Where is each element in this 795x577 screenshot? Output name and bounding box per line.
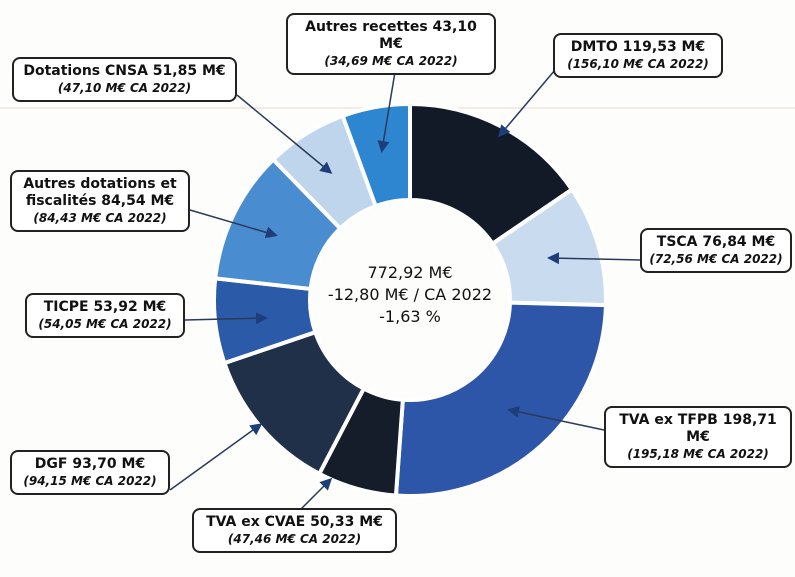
slice [393,300,608,498]
value-label: 50,33 M€ [310,514,383,530]
connectors [169,69,641,511]
slice [408,101,575,247]
label-box: Dotations CNSA 51,85 M€ (47,10 M€ CA 2022… [12,57,237,102]
prior-label: (195,18 M€ CA 2022) [627,447,769,461]
center-line: -12,80 M€ / CA 2022 [327,285,493,304]
connector [184,312,268,325]
value-label: 93,70 M€ [72,456,146,472]
value-label: 43,10 M€ [379,19,477,52]
label-box: Autres recettes 43,10 M€ (34,69 M€ CA 202… [286,13,496,75]
center-line: -1,63 % [379,307,441,326]
connector [377,71,396,153]
category-label: DGF [34,456,68,472]
label-main: Dotations CNSA 51,85 M€ [20,63,229,80]
category-label: TICPE [43,299,89,315]
category-label: TSCA [656,234,698,250]
prior-label: (94,15 M€ CA 2022) [23,474,157,488]
category-label: Dotations CNSA [23,63,148,79]
value-label: 53,92 M€ [93,299,167,315]
center-line: 772,92 M€ [367,263,453,282]
label-main: Autres recettes 43,10 M€ [294,19,488,53]
category-label: TVA ex CVAE [206,514,306,530]
label-main: TSCA 76,84 M€ [648,234,784,251]
value-label: 84,54 M€ [101,193,175,209]
prior-label: (47,10 M€ CA 2022) [57,81,192,95]
connector [507,406,605,431]
connector [299,477,333,511]
center-label: 772,92 M€ -12,80 M€ / CA 2022 -1,63 % [320,262,500,328]
prior-label: (34,69 M€ CA 2022) [324,54,458,68]
value-label: 51,85 M€ [152,63,226,79]
label-main: TICPE 53,92 M€ [33,299,177,316]
category-label: Autres dotations et fiscalités [23,176,177,209]
connector [498,69,556,138]
value-label: 76,84 M€ [702,234,776,250]
label-box: DGF 93,70 M€ (94,15 M€ CA 2022) [10,450,170,495]
label-main: DMTO 119,53 M€ [561,39,715,56]
connector [547,252,641,265]
label-main: Autres dotations et fiscalités 84,54 M€ [18,176,182,210]
prior-label: (156,10 M€ CA 2022) [567,57,709,71]
prior-label: (47,46 M€ CA 2022) [227,532,362,546]
value-label: 198,71 M€ [686,412,777,445]
category-label: DMTO [570,39,618,55]
label-main: DGF 93,70 M€ [18,456,162,473]
label-box: DMTO 119,53 M€ (156,10 M€ CA 2022) [553,33,723,78]
value-label: 119,53 M€ [622,39,706,55]
label-main: TVA ex CVAE 50,33 M€ [200,514,389,531]
category-label: Autres recettes [305,19,428,35]
label-box: Autres dotations et fiscalités 84,54 M€(… [10,170,190,232]
connector [236,94,333,174]
label-box: TICPE 53,92 M€ (54,05 M€ CA 2022) [25,293,185,338]
connector [189,209,278,239]
category-label: TVA ex TFPB [619,412,718,428]
label-box: TVA ex CVAE 50,33 M€ (47,46 M€ CA 2022) [192,508,397,553]
label-box: TVA ex TFPB 198,71 M€ (195,18 M€ CA 2022) [604,406,792,468]
slice [340,101,412,209]
prior-label: (72,56 M€ CA 2022) [649,252,783,266]
connector [169,423,263,491]
label-box: TSCA 76,84 M€ (72,56 M€ CA 2022) [640,228,792,273]
prior-label: (84,43 M€ CA 2022) [33,211,167,225]
label-main: TVA ex TFPB 198,71 M€ [612,412,784,446]
prior-label: (54,05 M€ CA 2022) [38,317,172,331]
